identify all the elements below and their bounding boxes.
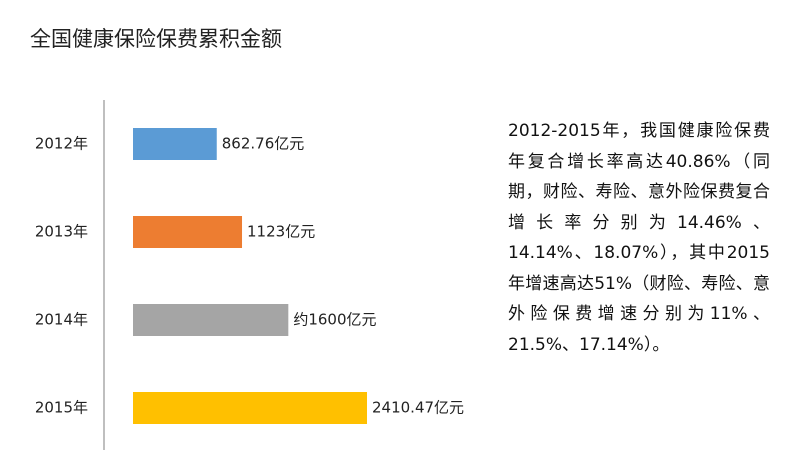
y-tick-label: 2014年 <box>35 311 88 329</box>
bar <box>133 216 243 248</box>
data-label: 约1600亿元 <box>293 311 376 329</box>
data-label: 862.76亿元 <box>222 135 305 153</box>
chart-title: 全国健康保险保费累积金额 <box>30 27 282 51</box>
y-tick-label: 2012年 <box>35 135 88 153</box>
bar <box>133 128 217 160</box>
data-label: 2410.47亿元 <box>372 399 464 417</box>
y-tick-label: 2015年 <box>35 399 88 417</box>
y-tick-label: 2013年 <box>35 223 88 241</box>
data-label: 1123亿元 <box>247 223 315 241</box>
paragraph: 2012-2015年，我国健康险保费年复合增长率高达40.86%（同期，财险、寿… <box>508 121 770 355</box>
bar <box>133 392 367 424</box>
bar <box>133 304 289 336</box>
